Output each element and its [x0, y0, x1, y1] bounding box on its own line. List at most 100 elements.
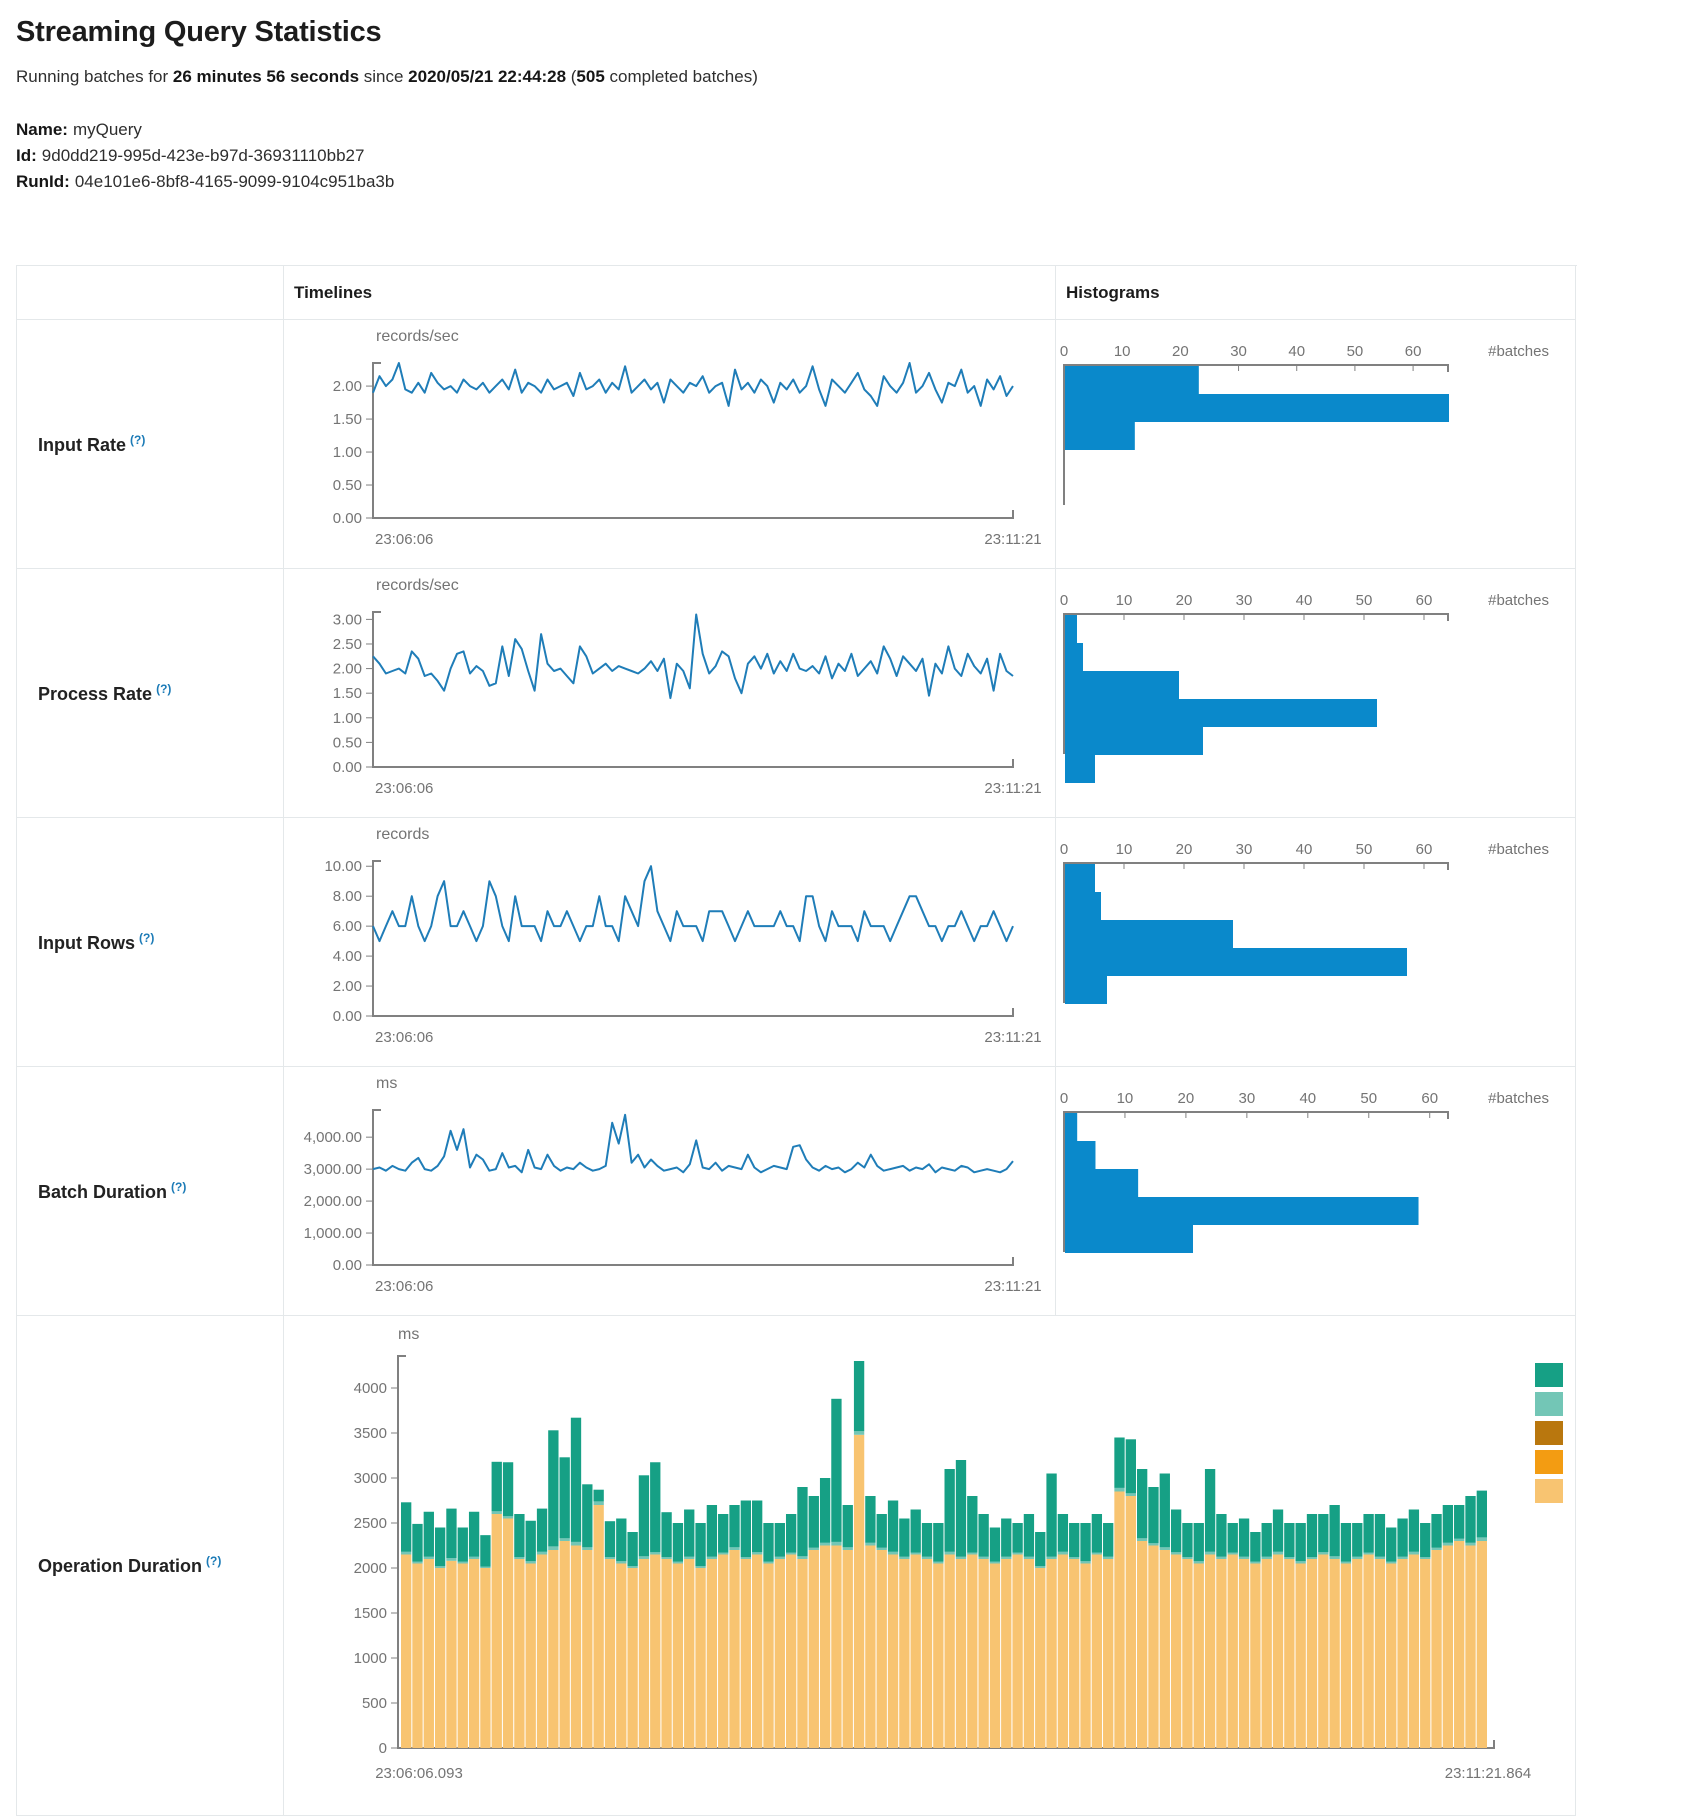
svg-text:50: 50: [1356, 592, 1373, 609]
row-label-operation-duration: Operation Duration (?): [17, 1316, 284, 1816]
process-rate-label: Process Rate: [38, 683, 153, 704]
svg-text:10: 10: [1114, 343, 1131, 360]
row-label-process-rate: Process Rate (?): [17, 569, 284, 818]
input-rows-help-icon[interactable]: (?): [139, 930, 155, 945]
svg-text:1,000.00: 1,000.00: [304, 1225, 362, 1242]
svg-text:10: 10: [1116, 841, 1133, 858]
svg-text:2000: 2000: [354, 1560, 387, 1577]
operation-duration-legend: [1535, 1363, 1563, 1508]
batch-duration-label: Batch Duration: [38, 1181, 168, 1202]
query-runid-line: RunId: 04e101e6-8bf8-4165-9099-9104c951ba…: [16, 169, 1693, 195]
row-label-input-rate: Input Rate (?): [17, 320, 284, 569]
svg-text:1.50: 1.50: [333, 411, 362, 428]
legend-swatch: [1535, 1479, 1563, 1503]
svg-text:40: 40: [1288, 343, 1305, 360]
svg-text:2.00: 2.00: [333, 378, 362, 395]
operation-duration-label: Operation Duration: [38, 1556, 203, 1576]
input-rows-histogram-cell: 0 10 20 30 40 50 60 #batches: [1056, 818, 1576, 1067]
svg-text:#batches: #batches: [1488, 1090, 1549, 1107]
batch-duration-unit-label: ms: [376, 1075, 398, 1092]
row-label-input-rows: Input Rows (?): [17, 818, 284, 1067]
svg-text:4000: 4000: [354, 1380, 387, 1397]
svg-text:23:11:21: 23:11:21: [984, 1029, 1041, 1046]
svg-text:1500: 1500: [354, 1605, 387, 1622]
svg-text:0.50: 0.50: [333, 734, 362, 751]
operation-duration-chart[interactable]: 0 500 1000 1500 2000 2500 3000 3500 4000 23:06:06…: [284, 1316, 1575, 1815]
row-label-batch-duration: Batch Duration (?): [17, 1067, 284, 1316]
svg-text:1.00: 1.00: [333, 444, 362, 461]
query-meta: Name: myQuery Id: 9d0dd219-995d-423e-b97d-…: [16, 117, 1693, 195]
since-text: since: [359, 67, 409, 86]
svg-text:23:11:21: 23:11:21: [984, 531, 1041, 548]
query-runid-value: 04e101e6-8bf8-4165-9099-9104c951ba3b: [74, 172, 395, 191]
svg-text:1000: 1000: [354, 1650, 387, 1667]
svg-text:50: 50: [1347, 343, 1364, 360]
svg-text:2.00: 2.00: [333, 978, 362, 995]
query-id-label: Id:: [16, 146, 37, 165]
query-id-value: 9d0dd219-995d-423e-b97d-36931110bb27: [41, 146, 365, 165]
svg-text:0.00: 0.00: [333, 1008, 362, 1025]
svg-text:0: 0: [1060, 343, 1068, 360]
svg-text:0.00: 0.00: [333, 759, 362, 776]
input-rows-timeline-chart[interactable]: 0.00 2.00 4.00 6.00 8.00 10.00 23:06:06 23:11:2…: [284, 818, 1055, 1066]
svg-text:2.00: 2.00: [333, 661, 362, 678]
svg-text:60: 60: [1416, 592, 1433, 609]
query-name-value: myQuery: [72, 120, 142, 139]
svg-text:40: 40: [1299, 1090, 1316, 1107]
input-rate-help-icon[interactable]: (?): [130, 432, 146, 447]
svg-text:30: 30: [1236, 841, 1253, 858]
svg-text:0.00: 0.00: [333, 1257, 362, 1274]
svg-text:#batches: #batches: [1488, 841, 1549, 858]
svg-text:0: 0: [1060, 592, 1068, 609]
svg-text:2500: 2500: [354, 1515, 387, 1532]
svg-text:3.00: 3.00: [333, 611, 362, 628]
svg-text:2,000.00: 2,000.00: [304, 1193, 362, 1210]
timelines-header: Timelines: [284, 266, 1056, 320]
svg-text:20: 20: [1176, 592, 1193, 609]
svg-text:2.50: 2.50: [333, 636, 362, 653]
svg-text:50: 50: [1360, 1090, 1377, 1107]
input-rate-unit-label: records/sec: [376, 328, 459, 345]
svg-text:3000: 3000: [354, 1470, 387, 1487]
running-summary: Running batches for 26 minutes 56 second…: [16, 67, 1693, 87]
query-runid-label: RunId:: [16, 172, 70, 191]
svg-text:40: 40: [1296, 592, 1313, 609]
legend-swatch: [1535, 1392, 1563, 1416]
svg-text:30: 30: [1239, 1090, 1256, 1107]
process-rate-timeline-cell: records/sec 0.00 0.50 1.00 1.50 2.00 2.50 3.00…: [284, 569, 1056, 818]
svg-text:8.00: 8.00: [333, 888, 362, 905]
input-rows-label: Input Rows: [38, 932, 135, 953]
svg-text:23:11:21: 23:11:21: [984, 780, 1041, 797]
svg-text:0: 0: [1060, 841, 1068, 858]
svg-text:23:06:06.093: 23:06:06.093: [375, 1765, 463, 1782]
process-rate-histogram-chart: 0 10 20 30 40 50 60 #batches: [1056, 569, 1575, 817]
svg-text:40: 40: [1296, 841, 1313, 858]
histograms-header: Histograms: [1056, 266, 1576, 320]
svg-text:23:11:21.864: 23:11:21.864: [1445, 1765, 1531, 1782]
svg-text:0: 0: [379, 1740, 387, 1757]
process-rate-unit-label: records/sec: [376, 577, 459, 594]
svg-text:20: 20: [1178, 1090, 1195, 1107]
query-name-line: Name: myQuery: [16, 117, 1693, 143]
running-prefix: Running batches for: [16, 67, 173, 86]
svg-text:23:06:06: 23:06:06: [375, 1278, 433, 1295]
svg-text:10.00: 10.00: [324, 858, 362, 875]
start-timestamp: 2020/05/21 22:44:28: [408, 67, 567, 86]
svg-text:30: 30: [1230, 343, 1247, 360]
running-duration: 26 minutes 56 seconds: [172, 67, 360, 86]
batch-duration-help-icon[interactable]: (?): [171, 1179, 187, 1194]
svg-text:60: 60: [1416, 841, 1433, 858]
svg-text:30: 30: [1236, 592, 1253, 609]
query-id-line: Id: 9d0dd219-995d-423e-b97d-36931110bb27: [16, 143, 1693, 169]
process-rate-help-icon[interactable]: (?): [156, 681, 172, 696]
svg-text:23:11:21: 23:11:21: [984, 1278, 1041, 1295]
svg-text:4.00: 4.00: [333, 948, 362, 965]
process-rate-timeline-chart[interactable]: 0.00 0.50 1.00 1.50 2.00 2.50 3.00 23:06:06 23:1…: [284, 569, 1055, 817]
operation-duration-help-icon[interactable]: (?): [206, 1554, 222, 1568]
stats-table: Timelines Histograms Input Rate (?) recor…: [16, 265, 1577, 1816]
batch-duration-timeline-chart[interactable]: 0.00 1,000.00 2,000.00 3,000.00 4,000.00 23:0…: [284, 1067, 1055, 1315]
svg-text:0.50: 0.50: [333, 477, 362, 494]
input-rate-timeline-chart[interactable]: 0.00 0.50 1.00 1.50 2.00 23:06:06 23:11:21: [284, 320, 1055, 568]
svg-text:60: 60: [1405, 343, 1422, 360]
svg-text:500: 500: [362, 1695, 387, 1712]
